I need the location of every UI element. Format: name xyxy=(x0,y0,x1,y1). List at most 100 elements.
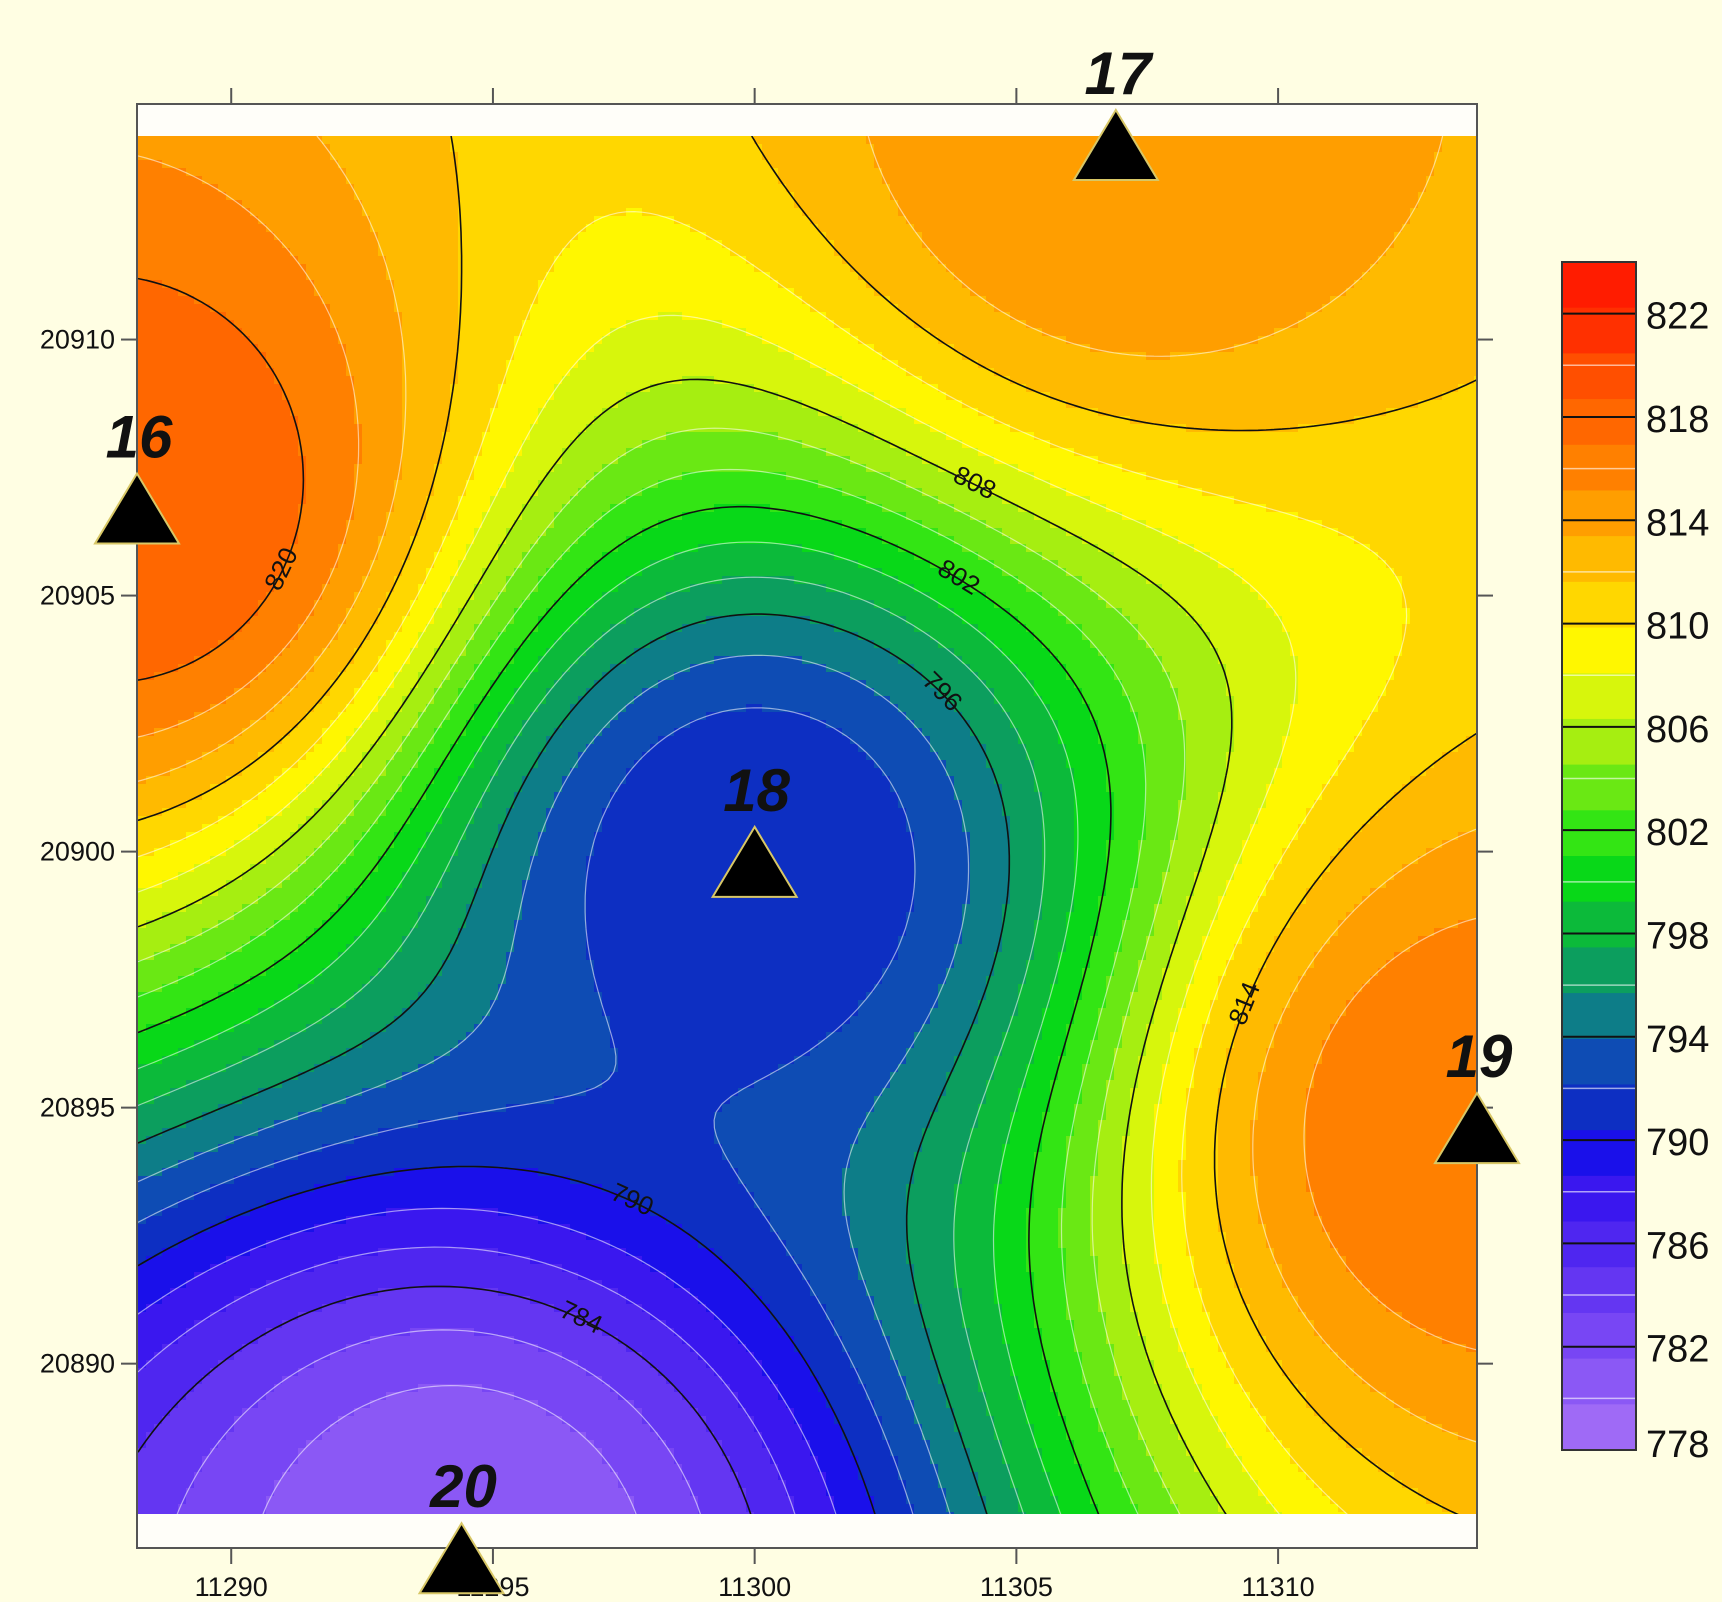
contour-cell xyxy=(314,352,323,361)
contour-cell xyxy=(746,232,755,241)
contour-cell xyxy=(626,192,635,201)
contour-cell xyxy=(378,200,387,209)
contour-cell xyxy=(842,304,851,313)
contour-cell xyxy=(562,216,571,225)
contour-cell xyxy=(1442,264,1451,273)
contour-cell xyxy=(698,144,707,153)
contour-cell xyxy=(474,160,483,169)
contour-cell xyxy=(1210,320,1219,329)
contour-cell xyxy=(1330,320,1339,329)
contour-cell xyxy=(546,320,555,329)
contour-cell xyxy=(418,216,427,225)
contour-cell xyxy=(770,296,779,305)
contour-cell xyxy=(498,160,507,169)
contour-cell xyxy=(210,368,219,377)
contour-cell xyxy=(1242,232,1251,241)
contour-cell xyxy=(1290,328,1299,337)
contour-cell xyxy=(698,344,707,353)
contour-cell xyxy=(314,312,323,321)
contour-cell xyxy=(1354,232,1363,241)
contour-cell xyxy=(730,232,739,241)
contour-cell xyxy=(1362,200,1371,209)
contour-cell xyxy=(386,328,395,337)
contour-cell xyxy=(354,280,363,289)
contour-cell xyxy=(346,208,355,217)
contour-cell xyxy=(186,240,195,249)
contour-cell xyxy=(986,312,995,321)
contour-cell xyxy=(650,256,659,265)
contour-cell xyxy=(1138,200,1147,209)
contour-cell xyxy=(618,288,627,297)
contour-cell xyxy=(858,248,867,257)
contour-cell xyxy=(770,256,779,265)
contour-cell xyxy=(458,352,467,361)
contour-cell xyxy=(730,368,739,377)
contour-cell xyxy=(1058,256,1067,265)
contour-cell xyxy=(1074,152,1083,161)
contour-cell xyxy=(202,224,211,233)
contour-cell xyxy=(954,312,963,321)
contour-cell xyxy=(1322,320,1331,329)
contour-cell xyxy=(1002,360,1011,369)
contour-cell xyxy=(946,152,955,161)
contour-cell xyxy=(578,160,587,169)
contour-cell xyxy=(354,304,363,313)
contour-cell xyxy=(1306,336,1315,345)
contour-cell xyxy=(618,192,627,201)
contour-cell xyxy=(890,264,899,273)
contour-cell xyxy=(650,232,659,241)
contour-cell xyxy=(282,296,291,305)
contour-cell xyxy=(1114,184,1123,193)
contour-cell xyxy=(530,136,539,145)
contour-cell xyxy=(850,320,859,329)
contour-cell xyxy=(994,256,1003,265)
contour-cell xyxy=(1186,144,1195,153)
contour-cell xyxy=(522,168,531,177)
contour-cell xyxy=(914,176,923,185)
contour-cell xyxy=(178,136,187,145)
contour-cell xyxy=(1130,288,1139,297)
contour-cell xyxy=(1394,216,1403,225)
contour-cell xyxy=(562,360,571,369)
contour-cell xyxy=(930,240,939,249)
contour-cell xyxy=(1034,144,1043,153)
contour-cell xyxy=(290,336,299,345)
contour-cell xyxy=(194,136,203,145)
contour-cell xyxy=(1290,160,1299,169)
contour-cell xyxy=(314,168,323,177)
contour-cell xyxy=(1178,240,1187,249)
contour-cell xyxy=(1002,144,1011,153)
contour-cell xyxy=(826,304,835,313)
contour-cell xyxy=(338,192,347,201)
contour-cell xyxy=(1042,184,1051,193)
contour-cell xyxy=(1242,344,1251,353)
contour-cell xyxy=(1306,320,1315,329)
contour-cell xyxy=(914,264,923,273)
contour-cell xyxy=(1122,240,1131,249)
contour-cell xyxy=(154,168,163,177)
contour-cell xyxy=(658,360,667,369)
contour-cell xyxy=(706,224,715,233)
contour-cell xyxy=(1034,288,1043,297)
contour-cell xyxy=(378,360,387,369)
contour-cell xyxy=(706,328,715,337)
contour-cell xyxy=(1386,224,1395,233)
contour-cell xyxy=(258,208,267,217)
contour-cell xyxy=(698,208,707,217)
contour-cell xyxy=(1114,336,1123,345)
contour-cell xyxy=(554,224,563,233)
contour-cell xyxy=(1394,184,1403,193)
contour-cell xyxy=(1170,288,1179,297)
contour-cell xyxy=(530,320,539,329)
contour-cell xyxy=(338,280,347,289)
contour-cell xyxy=(1138,240,1147,249)
contour-cell xyxy=(914,160,923,169)
contour-cell xyxy=(1242,168,1251,177)
contour-cell xyxy=(1074,336,1083,345)
contour-cell xyxy=(1298,288,1307,297)
contour-cell xyxy=(818,304,827,313)
contour-cell xyxy=(914,168,923,177)
contour-cell xyxy=(506,248,515,257)
contour-cell xyxy=(1034,344,1043,353)
contour-cell xyxy=(1210,328,1219,337)
